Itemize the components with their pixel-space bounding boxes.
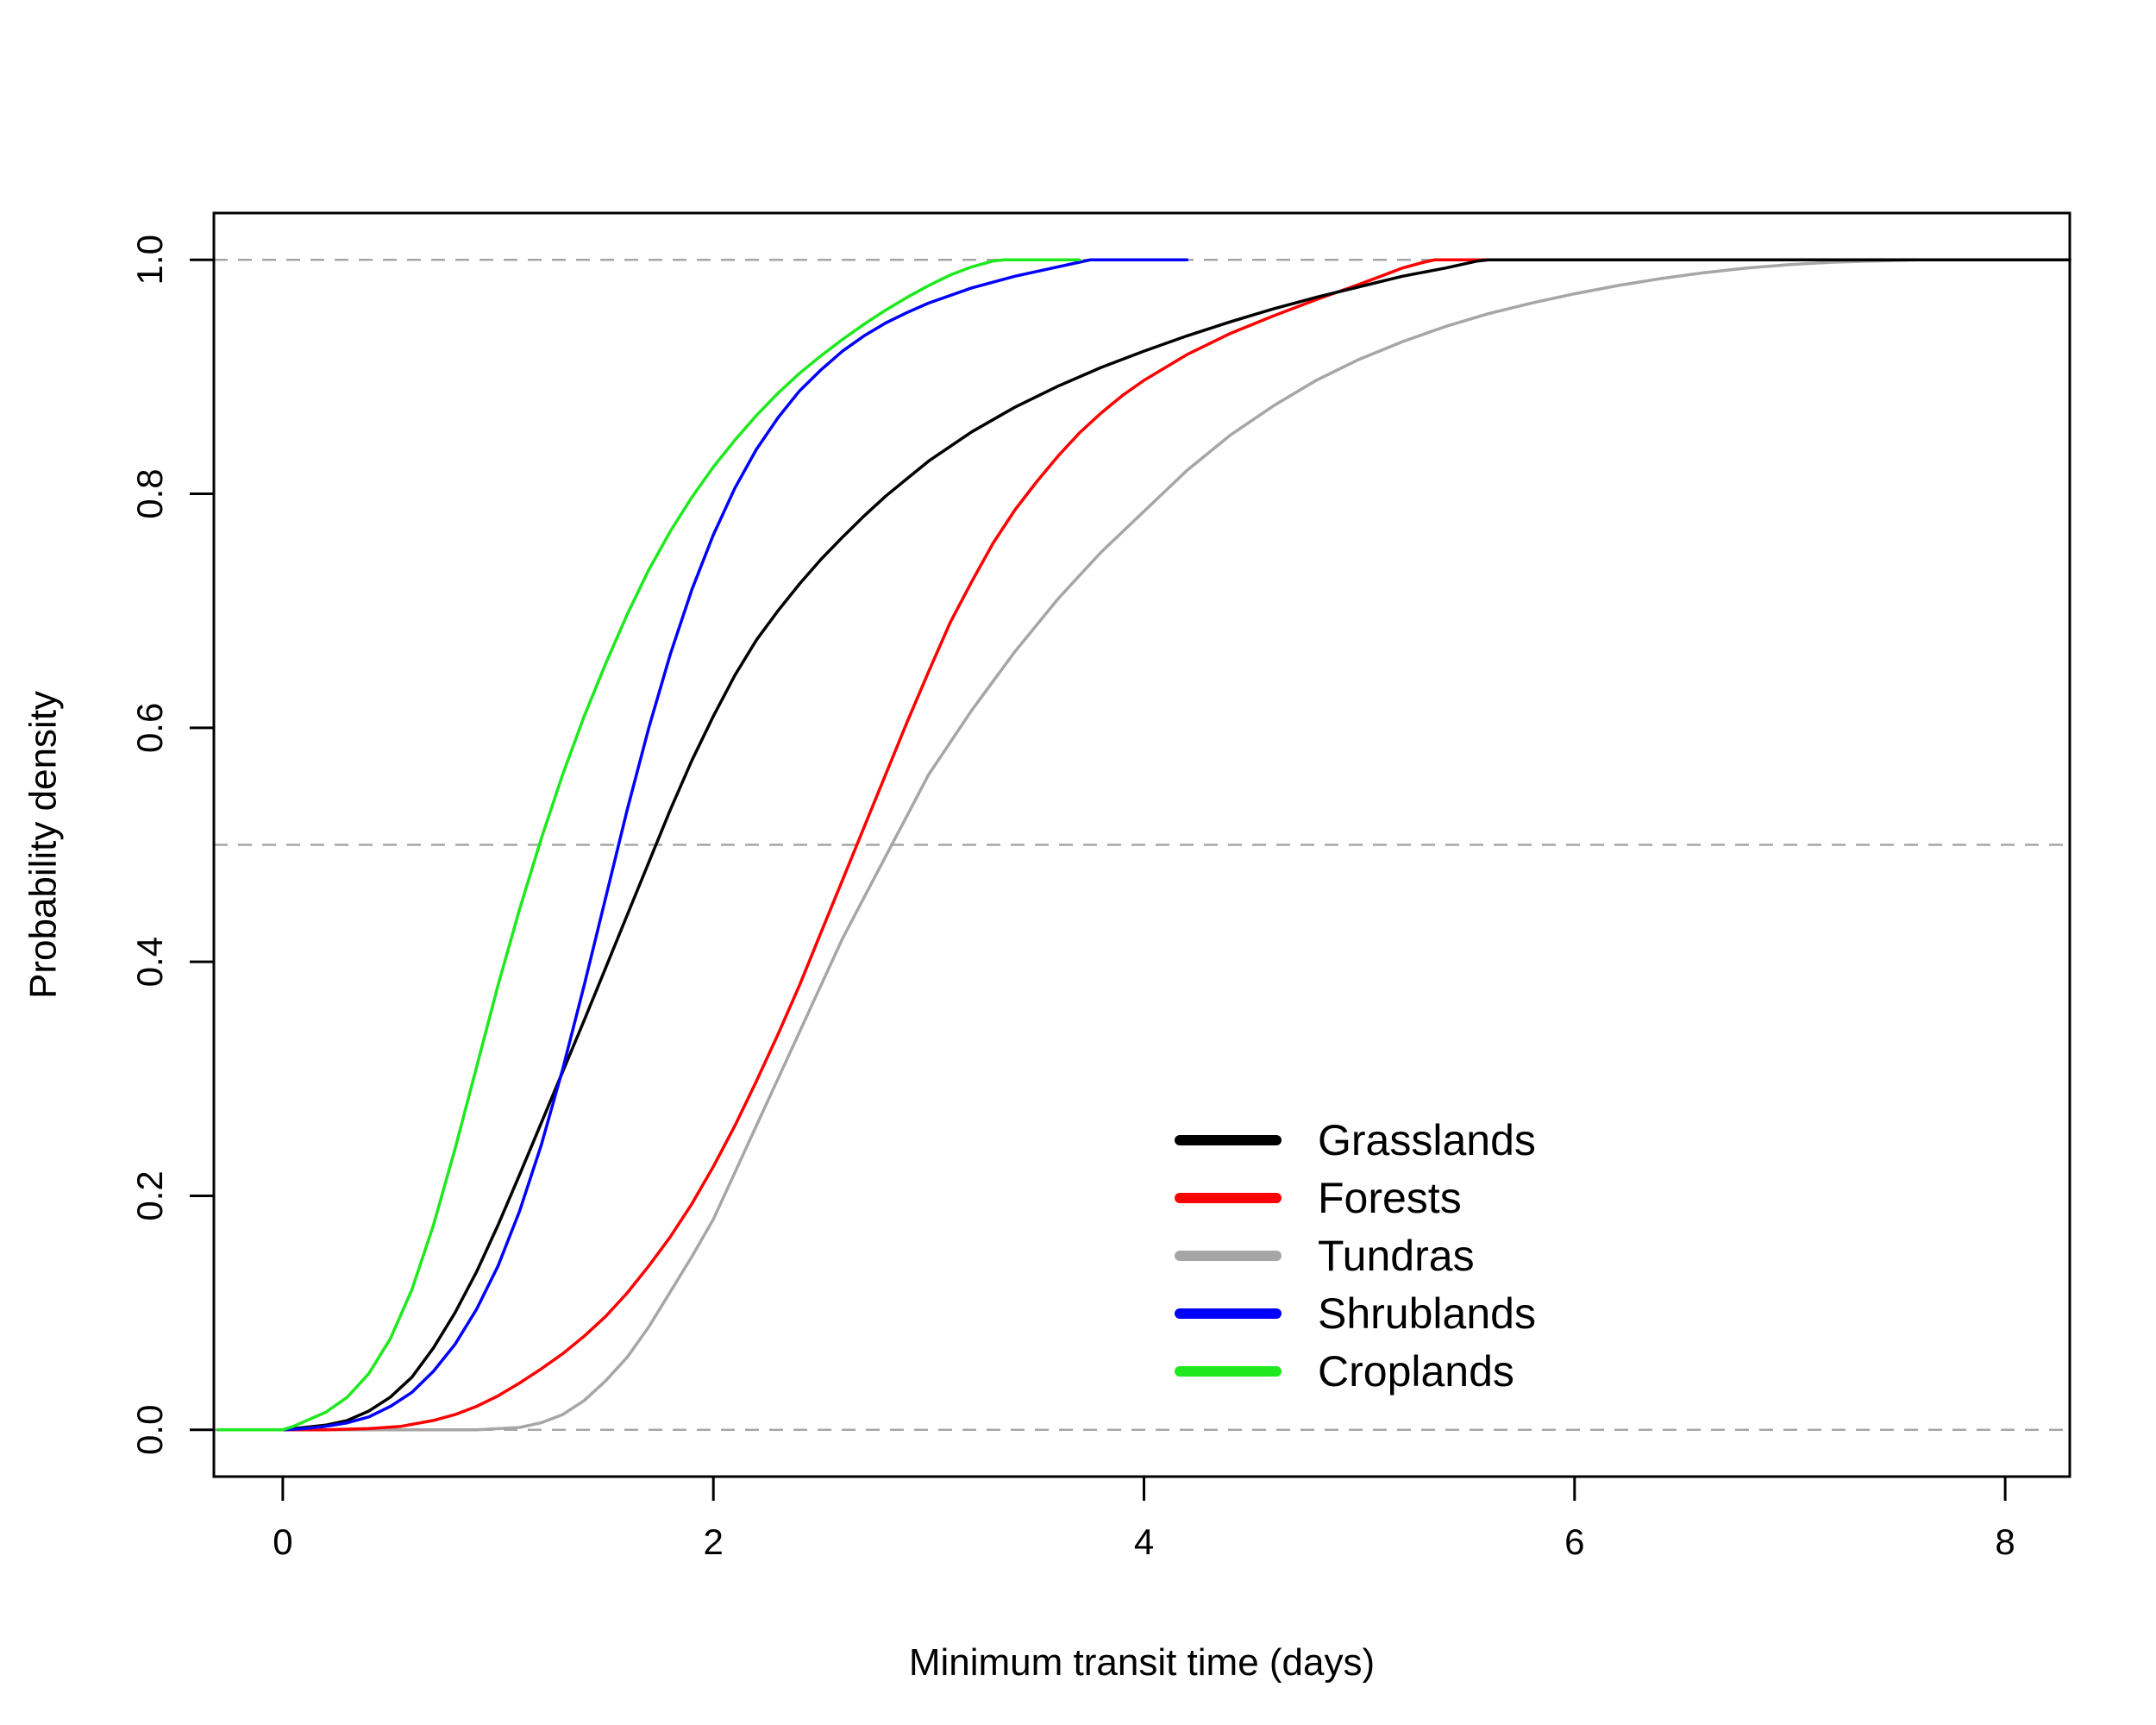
y-axis-label: Probability density — [22, 691, 65, 999]
legend-label-croplands: Croplands — [1318, 1347, 1514, 1396]
y-tick-label: 0.0 — [129, 1405, 170, 1455]
y-axis: 0.0 0.2 0.4 0.6 0.8 1.0 — [129, 235, 216, 1455]
reference-lines — [214, 259, 2070, 1431]
x-tick-label: 4 — [1134, 1521, 1154, 1562]
x-tick-label: 8 — [1995, 1521, 2015, 1562]
x-tick-label: 0 — [273, 1521, 292, 1562]
legend-label-forests: Forests — [1318, 1174, 1462, 1222]
y-tick-label: 0.2 — [129, 1170, 170, 1220]
series-line-grasslands — [216, 258, 2071, 1432]
series-line-croplands — [216, 258, 1081, 1432]
series-line-shrublands — [216, 258, 1189, 1432]
series-line-forests — [216, 258, 2071, 1432]
y-tick-label: 0.8 — [129, 468, 170, 518]
y-tick-label: 0.6 — [129, 703, 170, 753]
x-axis: 0 2 4 6 8 — [273, 1475, 2015, 1562]
legend-label-shrublands: Shrublands — [1318, 1289, 1536, 1338]
series-line-tundras — [216, 258, 2071, 1432]
y-tick-label: 1.0 — [129, 235, 170, 285]
x-tick-label: 6 — [1564, 1521, 1584, 1562]
series-lines — [216, 258, 2071, 1432]
x-tick-label: 2 — [704, 1521, 724, 1562]
legend-label-tundras: Tundras — [1318, 1232, 1475, 1280]
legend: Grasslands Forests Tundras Shrublands Cropla… — [1175, 1116, 1536, 1396]
legend-label-grasslands: Grasslands — [1318, 1116, 1536, 1164]
x-axis-label: Minimum transit time (days) — [909, 1641, 1375, 1684]
y-tick-label: 0.4 — [129, 937, 170, 987]
